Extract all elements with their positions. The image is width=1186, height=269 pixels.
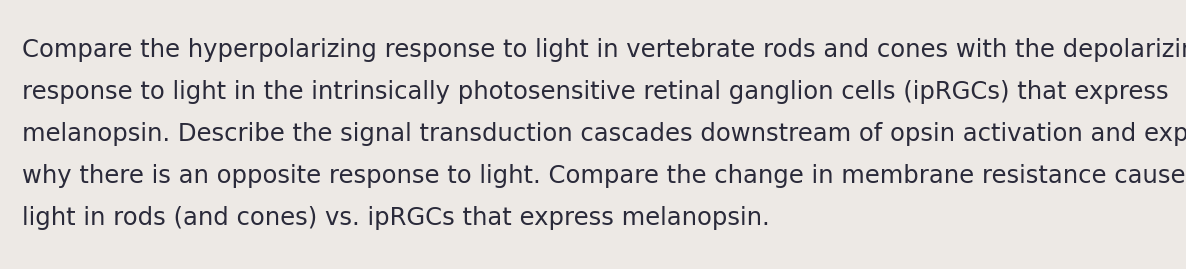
Text: melanopsin. Describe the signal transduction cascades downstream of opsin activa: melanopsin. Describe the signal transduc… — [23, 122, 1186, 146]
Text: light in rods (and cones) vs. ipRGCs that express melanopsin.: light in rods (and cones) vs. ipRGCs tha… — [23, 206, 770, 230]
Text: why there is an opposite response to light. Compare the change in membrane resis: why there is an opposite response to lig… — [23, 164, 1186, 188]
Text: Compare the hyperpolarizing response to light in vertebrate rods and cones with : Compare the hyperpolarizing response to … — [23, 38, 1186, 62]
Text: response to light in the intrinsically photosensitive retinal ganglion cells (ip: response to light in the intrinsically p… — [23, 80, 1168, 104]
